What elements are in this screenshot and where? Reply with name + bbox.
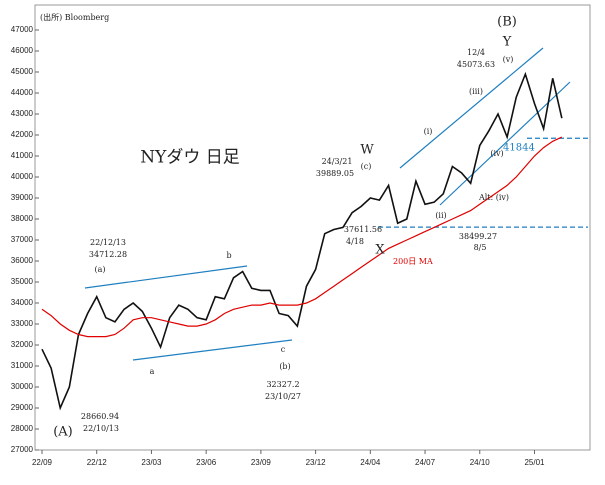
annotation: 45073.63 <box>457 60 495 69</box>
annotation: W <box>360 143 374 158</box>
x-tick-label: 23/03 <box>141 458 162 467</box>
y-tick-label: 47000 <box>11 25 34 34</box>
annotation: 32327.2 <box>266 380 299 389</box>
annotation: 4/18 <box>346 237 364 246</box>
series-line <box>41 136 563 338</box>
y-tick-label: 34000 <box>11 298 34 307</box>
annotation: (v) <box>503 55 514 64</box>
annotation: 39889.05 <box>316 169 354 178</box>
annotation: (A) <box>53 425 73 440</box>
y-tick-label: 33000 <box>11 319 34 328</box>
y-tick-label: 35000 <box>11 277 34 286</box>
annotation: X <box>375 243 385 258</box>
x-tick-label: 23/06 <box>196 458 217 467</box>
y-tick-label: 39000 <box>11 193 34 202</box>
source: (出所) Bloomberg <box>40 12 109 22</box>
trend-line <box>84 265 248 289</box>
series-line <box>41 71 563 411</box>
annotation: 12/4 <box>467 48 485 57</box>
y-tick-label: 36000 <box>11 256 34 265</box>
annotation: (c) <box>361 162 372 171</box>
y-tick-label: 43000 <box>11 109 34 118</box>
annotation: (b) <box>279 362 290 371</box>
annotation: 23/10/27 <box>265 392 301 401</box>
annotation: 24/3/21 <box>322 157 353 166</box>
annotation: (ii) <box>435 211 446 220</box>
trend-line <box>132 339 293 361</box>
x-tick-label: 22/12 <box>87 458 108 467</box>
annotation: (iv) <box>490 149 503 158</box>
x-tick-label: 24/10 <box>470 458 491 467</box>
y-tick-label: 44000 <box>11 88 34 97</box>
trend-line <box>399 47 544 169</box>
x-tick-label: 22/09 <box>32 458 53 467</box>
level-label: 41844 <box>503 143 535 154</box>
annotation: (iii) <box>469 87 483 96</box>
x-tick-label: 23/09 <box>251 458 272 467</box>
y-tick-label: 46000 <box>11 46 34 55</box>
annotation: Y <box>502 35 512 50</box>
y-tick-label: 38000 <box>11 214 34 223</box>
annotation: 22/10/13 <box>83 424 119 433</box>
y-tick-label: 45000 <box>11 67 34 76</box>
y-tick-label: 40000 <box>11 172 34 181</box>
y-tick-label: 29000 <box>11 403 34 412</box>
plot-frame <box>34 4 591 451</box>
y-tick-label: 32000 <box>11 340 34 349</box>
y-tick-label: 27000 <box>11 445 34 454</box>
annotation: 38499.27 <box>459 232 497 241</box>
y-tick-label: 31000 <box>11 361 34 370</box>
annotation: Alt: (iv) <box>478 193 509 202</box>
y-tick-label: 37000 <box>11 235 34 244</box>
annotation: (B) <box>497 15 517 30</box>
annotation: c <box>281 345 286 354</box>
annotation: 28660.94 <box>81 412 119 421</box>
annotation: b <box>226 251 231 260</box>
annotation: a <box>150 367 155 376</box>
annotation: 8/5 <box>474 243 487 252</box>
annotation: (a) <box>94 265 105 274</box>
x-tick-label: 24/04 <box>360 458 381 467</box>
x-tick-label: 23/12 <box>306 458 327 467</box>
y-tick-label: 28000 <box>11 424 34 433</box>
annotation: 34712.28 <box>89 250 127 259</box>
chart-title: NYダウ 日足 <box>140 148 240 168</box>
y-tick-label: 42000 <box>11 130 34 139</box>
ma-label: 200日 MA <box>393 257 433 266</box>
x-tick-label: 24/07 <box>415 458 436 467</box>
annotation: 22/12/13 <box>90 238 126 247</box>
annotation: (i) <box>424 127 433 136</box>
x-tick-label: 25/01 <box>524 458 545 467</box>
y-tick-label: 30000 <box>11 382 34 391</box>
level-label: 37611.56 <box>344 225 382 234</box>
y-tick-label: 41000 <box>11 151 34 160</box>
